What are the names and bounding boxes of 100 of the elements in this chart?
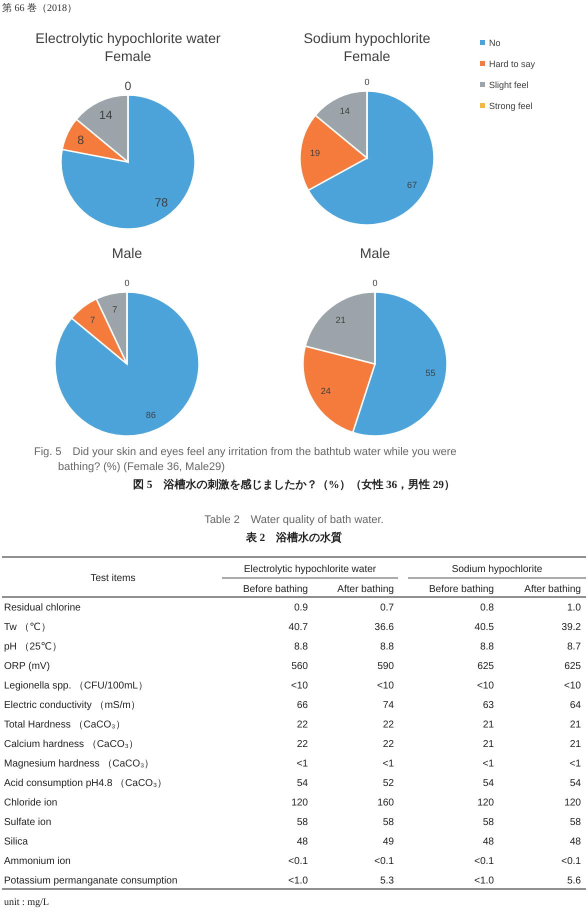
text: 22 [382,720,394,730]
text: <1 [570,758,581,770]
text: 54 [296,778,308,789]
text: 48 [482,836,494,848]
caption: 図 5 浴槽水の刺激を感じましたか？（%）（女性 36，男性 29） [133,478,455,491]
text: 58 [570,817,581,828]
text: 36.6 [374,622,394,633]
text: 0 [364,77,370,88]
data-label: 14 [340,106,350,116]
legend-label: Hard to say [489,59,536,70]
text: 5.6 [567,876,581,886]
text: <1 [296,758,308,770]
text: <10 [477,680,494,692]
category-label: Ammonium ion [4,856,71,867]
category-label: Magnesium hardness （CaCO₃） [4,758,154,770]
text: 1.0 [567,602,581,614]
text: <1 [482,758,494,770]
text: 22 [296,739,308,750]
text: 21 [482,720,494,730]
text: 0 [124,278,130,288]
category-label: Electric conductivity （mS/m） [4,700,141,711]
text: 58 [482,817,494,828]
text: 48 [570,836,581,848]
data-label: 7 [90,314,96,325]
data-label: 14 [99,108,113,122]
category-label: Calcium hardness （CaCO₃） [4,739,139,750]
legend-label: No [489,38,501,48]
text: 66 [296,700,308,711]
data-label: 8 [77,132,84,147]
text: Sodium hypochlorite [452,564,543,575]
pie-slice [60,94,196,230]
text: <0.1 [474,856,494,867]
text: 625 [564,661,581,672]
text: <10 [564,680,581,692]
text: 0.9 [294,602,308,614]
chart-title: Male [360,245,390,261]
data-label: 21 [336,314,346,325]
text: 8.8 [480,642,494,652]
data-label: 19 [310,148,320,158]
category-label: pH （25℃） [4,642,62,652]
category-label: Chloride ion [4,798,58,808]
text: 0.8 [480,602,494,614]
pie-slice [54,291,200,437]
text: <1.0 [474,876,494,886]
text: <1.0 [288,876,308,886]
text: <1 [382,758,394,770]
text: 58 [296,817,308,828]
text: 52 [382,778,394,789]
chart-title: Sodium hypochlorite Female [304,30,431,64]
text: 120 [564,798,581,808]
chart-title: Electrolytic hypochlorite water Female [35,30,221,64]
category-label: Tw （℃） [4,622,51,633]
category-label: Acid consumption pH4.8 （CaCO₃） [4,778,168,789]
text: 54 [570,778,581,789]
caption: Fig. 5 Did your skin and eyes feel any irritation from the bathtub water while you were bathing? (%) (Female 36, Male29) [34,446,456,473]
text: 590 [377,661,394,672]
text: Table 2 Water quality of bath water. [204,514,384,526]
category-label: ORP (mV) [4,661,50,672]
data-label: 78 [154,195,168,210]
text: 49 [382,836,394,848]
text: 40.7 [288,622,308,633]
category-label: Before bathing [428,584,494,595]
text: 第 66 巻（2018） [2,2,77,14]
text: Test items [90,573,136,584]
text: 64 [570,700,581,711]
text: 表 2 浴槽水の水質 [244,531,342,544]
text: 22 [382,739,394,750]
category-label: Residual chlorine [4,602,81,614]
text: 8.7 [567,642,581,652]
text: 40.5 [474,622,494,633]
text: 8.8 [294,642,308,652]
text: 0 [372,278,378,288]
text: 0.7 [380,602,394,614]
text: 48 [296,836,308,848]
text: 21 [570,720,581,730]
data-label: 55 [425,368,436,378]
text: 74 [382,700,394,711]
data-label: 67 [406,180,417,190]
legend-label: Slight feel [489,80,529,90]
text: <0.1 [288,856,308,867]
category-label: Silica [4,836,28,848]
text: 0 [124,79,132,94]
text: 63 [482,700,494,711]
data-label: 24 [320,386,331,396]
data-label: 7 [112,304,118,314]
category-label: After bathing [524,584,581,595]
text: 22 [296,720,308,730]
text: 160 [377,798,394,808]
text: 21 [482,739,494,750]
category-label: Potassium permanganate consumption [4,876,178,886]
text: 625 [477,661,494,672]
text: <0.1 [374,856,394,867]
text: 8.8 [380,642,394,652]
legend-label: Strong feel [489,101,533,112]
text: <0.1 [561,856,581,867]
category-label: Sulfate ion [4,817,52,828]
category-label: Total Hardness （CaCO₃） [4,720,126,730]
category-label: After bathing [337,584,394,595]
text: 560 [291,661,308,672]
text: 120 [291,798,308,808]
